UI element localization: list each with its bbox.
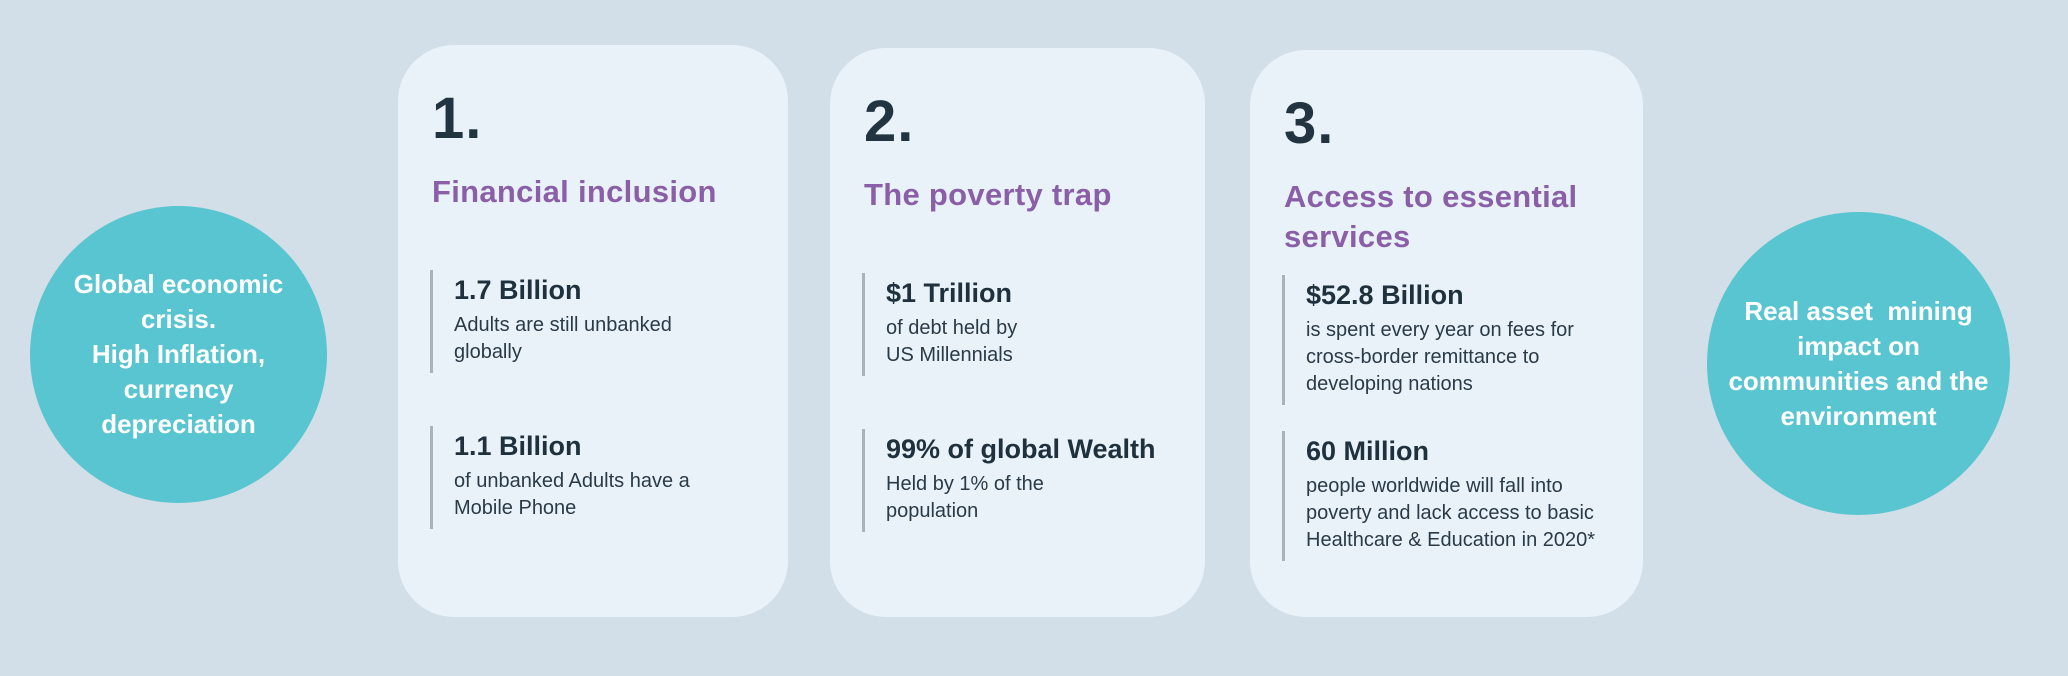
card-financial-inclusion: 1. Financial inclusion 1.7 Billion Adult… [398, 45, 788, 617]
right-circle-text: Real asset mining impact on communities … [1728, 295, 1989, 431]
card-number: 1. [432, 86, 483, 151]
stat-value: $1 Trillion [886, 278, 1013, 308]
card-poverty-trap: 2. The poverty trap $1 Trillion of debt … [830, 48, 1205, 617]
context-circle-right: Real asset mining impact on communities … [1707, 212, 2010, 515]
stat-wealth-concentration: 99% of global Wealth Held by 1% of the p… [862, 429, 1191, 532]
stat-description: Held by 1% of the population [886, 473, 1044, 522]
stat-description: people worldwide will fall into poverty … [1306, 475, 1596, 551]
stat-description: of debt held by US Millennials [886, 317, 1018, 366]
stat-value: 1.7 Billion [454, 275, 582, 305]
stat-unbanked-mobile: 1.1 Billion of unbanked Adults have a Mo… [430, 426, 774, 529]
stat-value: 1.1 Billion [454, 431, 582, 461]
stat-value: 60 Million [1306, 436, 1430, 466]
stat-description: of unbanked Adults have a Mobile Phone [454, 470, 690, 519]
card-title: Access to essential services [1284, 178, 1578, 254]
card-essential-services: 3. Access to essential services $52.8 Bi… [1250, 50, 1643, 617]
stat-millennial-debt: $1 Trillion of debt held by US Millennia… [862, 273, 1191, 376]
stat-description: Adults are still unbanked globally [454, 314, 672, 363]
context-circle-left: Global economic crisis. High Inflation, … [30, 206, 327, 503]
stat-value: 99% of global Wealth [886, 434, 1156, 464]
stat-value: $52.8 Billion [1306, 280, 1464, 310]
card-number: 2. [864, 89, 915, 154]
card-title: The poverty trap [864, 176, 1112, 212]
stat-remittance-fees: $52.8 Billion is spent every year on fee… [1282, 275, 1629, 405]
stat-unbanked-adults: 1.7 Billion Adults are still unbanked gl… [430, 270, 774, 373]
stat-description: is spent every year on fees for cross-bo… [1306, 319, 1574, 395]
stat-poverty-forecast: 60 Million people worldwide will fall in… [1282, 431, 1629, 561]
card-number: 3. [1284, 91, 1335, 156]
left-circle-text: Global economic crisis. High Inflation, … [73, 269, 284, 439]
card-title: Financial inclusion [432, 173, 717, 209]
